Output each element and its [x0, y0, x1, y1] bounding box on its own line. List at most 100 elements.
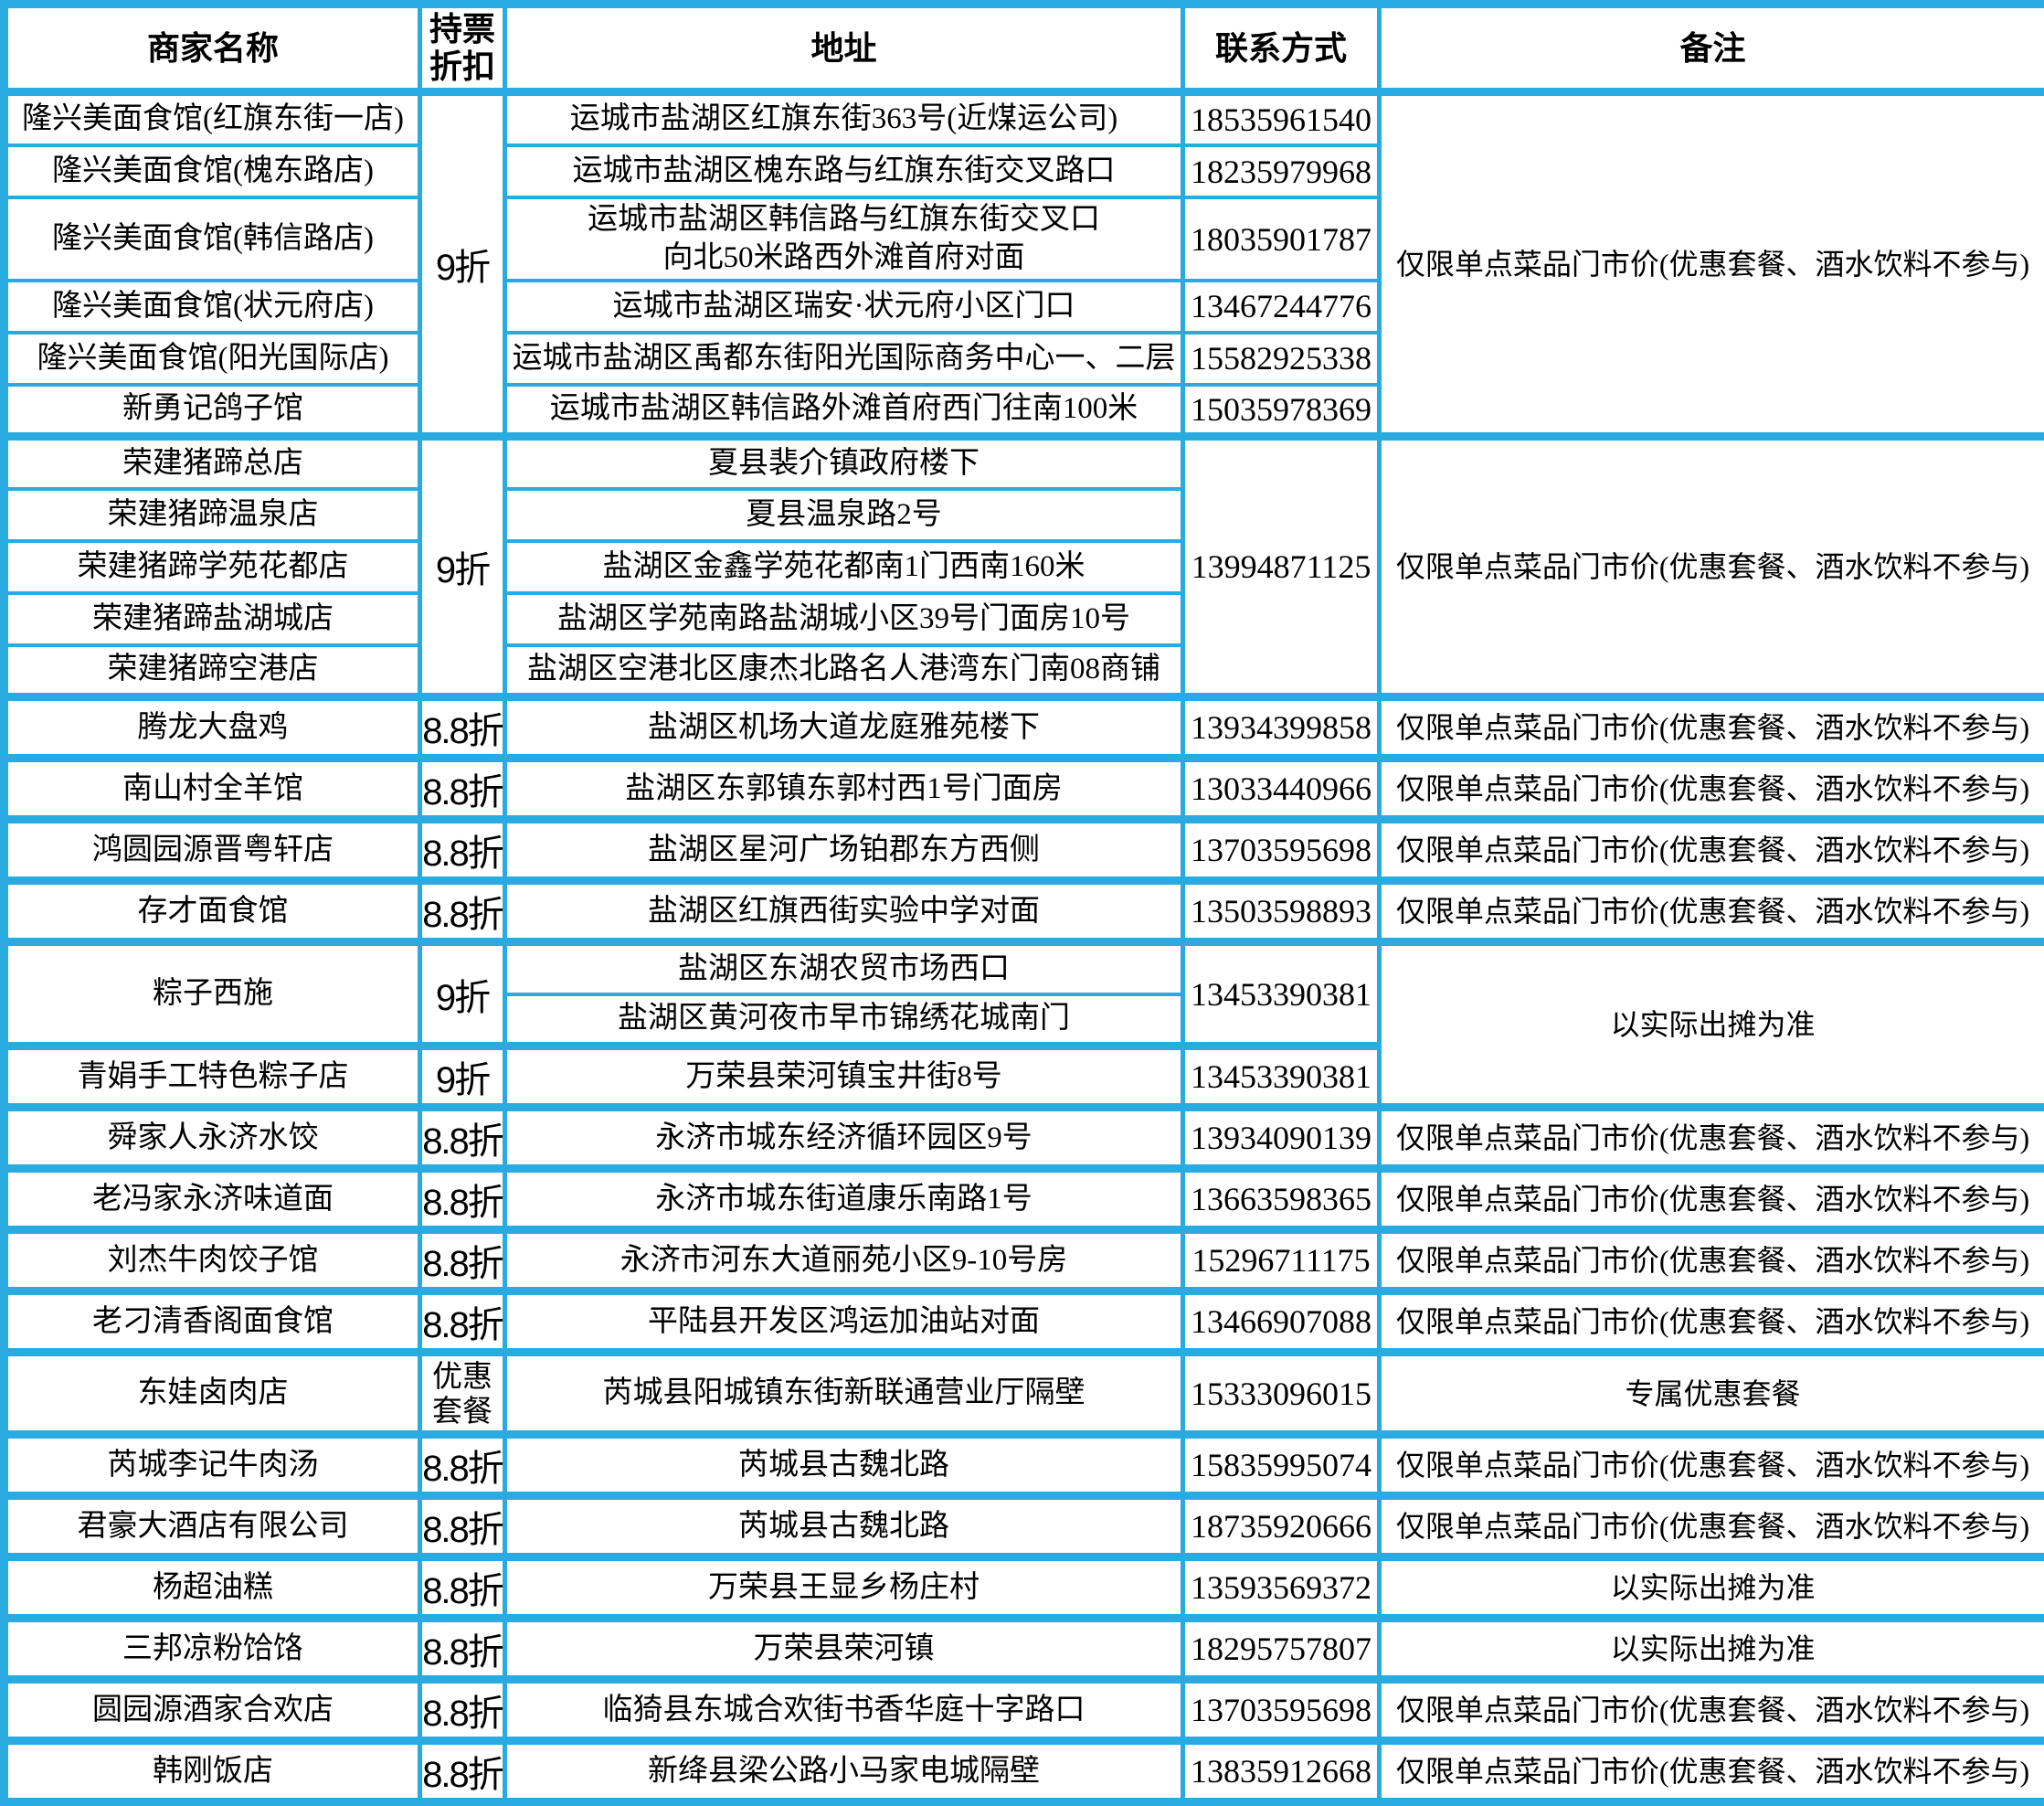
address-cell: 盐湖区空港北区康杰北路名人港湾东门南08商铺	[505, 645, 1183, 697]
merchant-name-cell: 隆兴美面食馆(韩信路店)	[5, 197, 420, 281]
discount-cell: 8.8折	[420, 1741, 505, 1802]
merchant-name-cell: 荣建猪蹄空港店	[5, 645, 420, 697]
discount-cell: 9折	[420, 1046, 505, 1108]
phone-cell: 13467244776	[1183, 281, 1380, 333]
table-row: 东娃卤肉店 优惠 套餐 芮城县阳城镇东街新联通营业厅隔壁 15333096015…	[5, 1353, 2044, 1435]
discount-cell: 8.8折	[420, 820, 505, 881]
phone-cell: 13033440966	[1183, 759, 1380, 820]
table-row: 鸿圆园源晋粤轩店 8.8折 盐湖区星河广场铂郡东方西侧 13703595698 …	[5, 820, 2044, 881]
address-cell: 运城市盐湖区瑞安·状元府小区门口	[505, 281, 1183, 333]
address-cell: 平陆县开发区鸿运加油站对面	[505, 1291, 1183, 1353]
merchant-name-cell: 鸿圆园源晋粤轩店	[5, 820, 420, 881]
table-row: 老冯家永济味道面 8.8折 永济市城东街道康乐南路1号 13663598365 …	[5, 1169, 2044, 1230]
phone-cell: 13453390381	[1183, 1046, 1380, 1108]
address-cell: 永济市河东大道丽苑小区9-10号房	[505, 1230, 1183, 1291]
address-cell: 万荣县荣河镇	[505, 1619, 1183, 1680]
table-row: 腾龙大盘鸡 8.8折 盐湖区机场大道龙庭雅苑楼下 13934399858 仅限单…	[5, 697, 2044, 759]
phone-cell: 15333096015	[1183, 1353, 1380, 1435]
merchant-name-cell: 老冯家永济味道面	[5, 1169, 420, 1230]
phone-cell: 18035901787	[1183, 197, 1380, 281]
table-row: 三邦凉粉饸饹 8.8折 万荣县荣河镇 18295757807 以实际出摊为准	[5, 1619, 2044, 1680]
remark-cell: 仅限单点菜品门市价(优惠套餐、酒水饮料不参与)	[1380, 1741, 2044, 1802]
remark-cell: 以实际出摊为准	[1380, 1619, 2044, 1680]
phone-cell: 13934399858	[1183, 697, 1380, 759]
discount-cell: 8.8折	[420, 1108, 505, 1169]
address-cell: 芮城县古魏北路	[505, 1496, 1183, 1557]
merchant-name-cell: 隆兴美面食馆(红旗东街一店)	[5, 91, 420, 145]
table-row: 杨超油糕 8.8折 万荣县王显乡杨庄村 13593569372 以实际出摊为准	[5, 1557, 2044, 1619]
phone-cell: 13453390381	[1183, 942, 1380, 1046]
table-row: 芮城李记牛肉汤 8.8折 芮城县古魏北路 15835995074 仅限单点菜品门…	[5, 1435, 2044, 1496]
remark-cell: 专属优惠套餐	[1380, 1353, 2044, 1435]
address-cell: 万荣县王显乡杨庄村	[505, 1557, 1183, 1619]
address-cell: 盐湖区金鑫学苑花都南1门西南160米	[505, 541, 1183, 593]
address-cell: 运城市盐湖区禹都东街阳光国际商务中心一、二层	[505, 333, 1183, 385]
discount-cell: 8.8折	[420, 759, 505, 820]
phone-cell: 13835912668	[1183, 1741, 1380, 1802]
discount-cell: 8.8折	[420, 1169, 505, 1230]
remark-cell: 仅限单点菜品门市价(优惠套餐、酒水饮料不参与)	[1380, 1230, 2044, 1291]
merchant-name-cell: 新勇记鸽子馆	[5, 385, 420, 437]
table-row: 隆兴美面食馆(红旗东街一店) 9折 运城市盐湖区红旗东街363号(近煤运公司) …	[5, 91, 2044, 145]
remark-cell: 仅限单点菜品门市价(优惠套餐、酒水饮料不参与)	[1380, 1291, 2044, 1353]
merchant-name-cell: 粽子西施	[5, 942, 420, 1046]
address-cell: 运城市盐湖区韩信路与红旗东街交叉口 向北50米路西外滩首府对面	[505, 197, 1183, 281]
column-header-address: 地址	[505, 5, 1183, 92]
address-cell: 盐湖区东湖农贸市场西口	[505, 942, 1183, 994]
address-cell: 临猗县东城合欢街书香华庭十字路口	[505, 1680, 1183, 1741]
discount-cell: 8.8折	[420, 881, 505, 942]
merchant-name-cell: 荣建猪蹄温泉店	[5, 489, 420, 541]
discount-cell: 8.8折	[420, 1291, 505, 1353]
table-row: 存才面食馆 8.8折 盐湖区红旗西街实验中学对面 13503598893 仅限单…	[5, 881, 2044, 942]
address-cell: 永济市城东经济循环园区9号	[505, 1108, 1183, 1169]
phone-cell: 15835995074	[1183, 1435, 1380, 1496]
table-row: 粽子西施 9折 盐湖区东湖农贸市场西口 13453390381 以实际出摊为准	[5, 942, 2044, 994]
phone-cell: 15296711175	[1183, 1230, 1380, 1291]
table-row: 刘杰牛肉饺子馆 8.8折 永济市河东大道丽苑小区9-10号房 152967111…	[5, 1230, 2044, 1291]
column-header-contact: 联系方式	[1183, 5, 1380, 92]
address-cell: 盐湖区学苑南路盐湖城小区39号门面房10号	[505, 593, 1183, 645]
merchant-name-cell: 三邦凉粉饸饹	[5, 1619, 420, 1680]
discount-cell: 9折	[420, 437, 505, 697]
discount-cell: 8.8折	[420, 1230, 505, 1291]
remark-cell: 仅限单点菜品门市价(优惠套餐、酒水饮料不参与)	[1380, 1108, 2044, 1169]
merchant-name-cell: 韩刚饭店	[5, 1741, 420, 1802]
discount-cell: 8.8折	[420, 697, 505, 759]
discount-cell: 8.8折	[420, 1680, 505, 1741]
phone-cell: 15582925338	[1183, 333, 1380, 385]
merchant-name-cell: 君豪大酒店有限公司	[5, 1496, 420, 1557]
phone-cell: 18735920666	[1183, 1496, 1380, 1557]
merchant-name-cell: 杨超油糕	[5, 1557, 420, 1619]
remark-cell: 以实际出摊为准	[1380, 1557, 2044, 1619]
address-cell: 夏县温泉路2号	[505, 489, 1183, 541]
merchant-name-cell: 荣建猪蹄盐湖城店	[5, 593, 420, 645]
merchant-name-cell: 圆园源酒家合欢店	[5, 1680, 420, 1741]
address-cell: 盐湖区东郭镇东郭村西1号门面房	[505, 759, 1183, 820]
address-cell: 芮城县阳城镇东街新联通营业厅隔壁	[505, 1353, 1183, 1435]
merchant-name-cell: 南山村全羊馆	[5, 759, 420, 820]
merchant-name-cell: 舜家人永济水饺	[5, 1108, 420, 1169]
phone-cell: 13934090139	[1183, 1108, 1380, 1169]
table-row: 君豪大酒店有限公司 8.8折 芮城县古魏北路 18735920666 仅限单点菜…	[5, 1496, 2044, 1557]
address-cell: 夏县裴介镇政府楼下	[505, 437, 1183, 489]
merchant-name-cell: 芮城李记牛肉汤	[5, 1435, 420, 1496]
merchant-name-cell: 隆兴美面食馆(状元府店)	[5, 281, 420, 333]
remark-cell: 以实际出摊为准	[1380, 942, 2044, 1108]
remark-cell: 仅限单点菜品门市价(优惠套餐、酒水饮料不参与)	[1380, 1496, 2044, 1557]
phone-cell: 18535961540	[1183, 91, 1380, 145]
merchant-name-cell: 青娟手工特色粽子店	[5, 1046, 420, 1108]
address-cell: 盐湖区机场大道龙庭雅苑楼下	[505, 697, 1183, 759]
phone-cell: 15035978369	[1183, 385, 1380, 437]
phone-cell: 18235979968	[1183, 145, 1380, 197]
table-row: 韩刚饭店 8.8折 新绛县梁公路小马家电城隔壁 13835912668 仅限单点…	[5, 1741, 2044, 1802]
phone-cell: 13994871125	[1183, 437, 1380, 697]
merchant-name-cell: 老刁清香阁面食馆	[5, 1291, 420, 1353]
address-cell: 芮城县古魏北路	[505, 1435, 1183, 1496]
discount-cell: 9折	[420, 91, 505, 437]
phone-cell: 13703595698	[1183, 1680, 1380, 1741]
merchant-name-cell: 荣建猪蹄学苑花都店	[5, 541, 420, 593]
address-cell: 运城市盐湖区槐东路与红旗东街交叉路口	[505, 145, 1183, 197]
column-header-discount: 持票 折扣	[420, 5, 505, 92]
merchant-name-cell: 腾龙大盘鸡	[5, 697, 420, 759]
